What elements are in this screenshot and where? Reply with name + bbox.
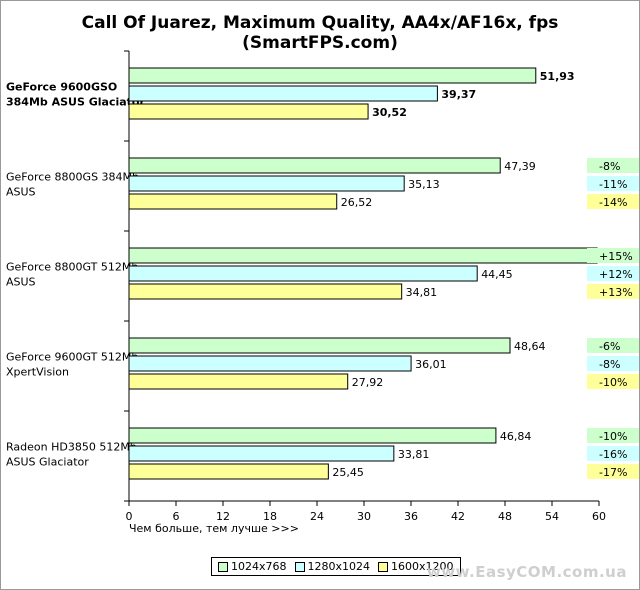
category-label: GeForce 8800GT 512Mb bbox=[6, 261, 138, 274]
x-tick-label: 48 bbox=[498, 510, 512, 523]
chart-note: Чем больше, тем лучше >>> bbox=[129, 522, 299, 535]
category-label: GeForce 9600GSO bbox=[6, 81, 117, 94]
percent-cell bbox=[587, 248, 639, 263]
category-label: 384Mb ASUS Glaciator bbox=[6, 96, 145, 109]
bar bbox=[128, 283, 403, 300]
data-label: 33,81 bbox=[398, 448, 430, 461]
percent-cell bbox=[587, 338, 639, 353]
category-label: Radeon HD3850 512Mb bbox=[6, 441, 137, 454]
percent-label: +13% bbox=[599, 286, 633, 299]
percent-label: -14% bbox=[599, 196, 627, 209]
percent-cell bbox=[587, 158, 639, 173]
x-tick-label: 0 bbox=[126, 510, 133, 523]
data-label: 34,81 bbox=[406, 286, 438, 299]
legend-item: 1280x1024 bbox=[294, 560, 371, 573]
legend-item: 1600x1200 bbox=[378, 560, 454, 573]
percent-cell bbox=[587, 464, 639, 479]
percent-label: -16% bbox=[599, 448, 627, 461]
x-tick-label: 12 bbox=[216, 510, 230, 523]
percent-cell bbox=[587, 374, 639, 389]
x-tick-label: 6 bbox=[173, 510, 180, 523]
x-tick-label: 42 bbox=[451, 510, 465, 523]
category-label: GeForce 9600GT 512Mb bbox=[6, 351, 138, 364]
data-label: 46,84 bbox=[500, 430, 532, 443]
category-label: ASUS Glaciator bbox=[6, 456, 89, 469]
data-label: 44,45 bbox=[481, 268, 512, 281]
bar bbox=[128, 85, 438, 102]
percent-cell bbox=[587, 194, 639, 209]
bar bbox=[128, 157, 501, 174]
legend-item: 1024x768 bbox=[218, 560, 287, 573]
x-tick-label: 30 bbox=[357, 510, 371, 523]
percent-label: -11% bbox=[599, 178, 627, 191]
bar bbox=[128, 445, 395, 462]
percent-label: -10% bbox=[599, 376, 627, 389]
x-tick-label: 24 bbox=[310, 510, 324, 523]
x-tick-label: 54 bbox=[545, 510, 559, 523]
data-label: 26,52 bbox=[341, 196, 373, 209]
x-tick-label: 60 bbox=[592, 510, 606, 523]
category-label: XpertVision bbox=[6, 366, 69, 379]
bar bbox=[128, 463, 329, 480]
data-label: 35,13 bbox=[408, 178, 440, 191]
percent-cell bbox=[587, 428, 639, 443]
data-label: 39,37 bbox=[441, 88, 476, 101]
data-label: 48,64 bbox=[514, 340, 546, 353]
data-label: 25,45 bbox=[332, 466, 364, 479]
bar bbox=[128, 67, 537, 84]
chart-title: Call Of Juarez, Maximum Quality, AA4x/AF… bbox=[81, 13, 559, 53]
data-label: 27,92 bbox=[352, 376, 384, 389]
bar bbox=[128, 337, 511, 354]
bar bbox=[128, 247, 598, 264]
legend-label: 1280x1024 bbox=[307, 560, 371, 573]
bar bbox=[128, 427, 497, 444]
percent-cell bbox=[587, 284, 639, 299]
legend-swatch bbox=[294, 561, 305, 572]
x-tick-label: 18 bbox=[263, 510, 277, 523]
data-label: 30,52 bbox=[372, 106, 407, 119]
category-label: ASUS bbox=[6, 276, 36, 289]
data-label: 36,01 bbox=[415, 358, 447, 371]
chart-legend: 1024x768 1280x1024 1600x1200 bbox=[211, 557, 461, 576]
percent-cell bbox=[587, 176, 639, 191]
bar bbox=[128, 355, 412, 372]
data-label: 47,39 bbox=[504, 160, 536, 173]
bar bbox=[128, 103, 369, 120]
watermark: www.EasyCOM.com.ua bbox=[426, 563, 627, 581]
category-label: GeForce 8800GS 384Mb bbox=[6, 171, 139, 184]
percent-cell bbox=[587, 446, 639, 461]
category-label: ASUS bbox=[6, 186, 36, 199]
bar bbox=[128, 193, 338, 210]
percent-label: -10% bbox=[599, 430, 627, 443]
x-tick-label: 36 bbox=[404, 510, 418, 523]
bar bbox=[128, 175, 405, 192]
data-label: 51,93 bbox=[540, 70, 575, 83]
percent-label: +15% bbox=[599, 250, 633, 263]
legend-swatch bbox=[378, 561, 388, 572]
bar bbox=[128, 373, 349, 390]
percent-label: -17% bbox=[599, 466, 627, 479]
percent-label: +12% bbox=[599, 268, 633, 281]
percent-label: -6% bbox=[599, 340, 620, 353]
legend-label: 1600x1200 bbox=[391, 560, 454, 573]
legend-label: 1024x768 bbox=[231, 560, 287, 573]
percent-label: -8% bbox=[599, 358, 620, 371]
bar bbox=[128, 265, 478, 282]
percent-cell bbox=[587, 266, 639, 281]
legend-swatch bbox=[218, 561, 228, 572]
percent-cell bbox=[587, 356, 639, 371]
percent-label: -8% bbox=[599, 160, 620, 173]
